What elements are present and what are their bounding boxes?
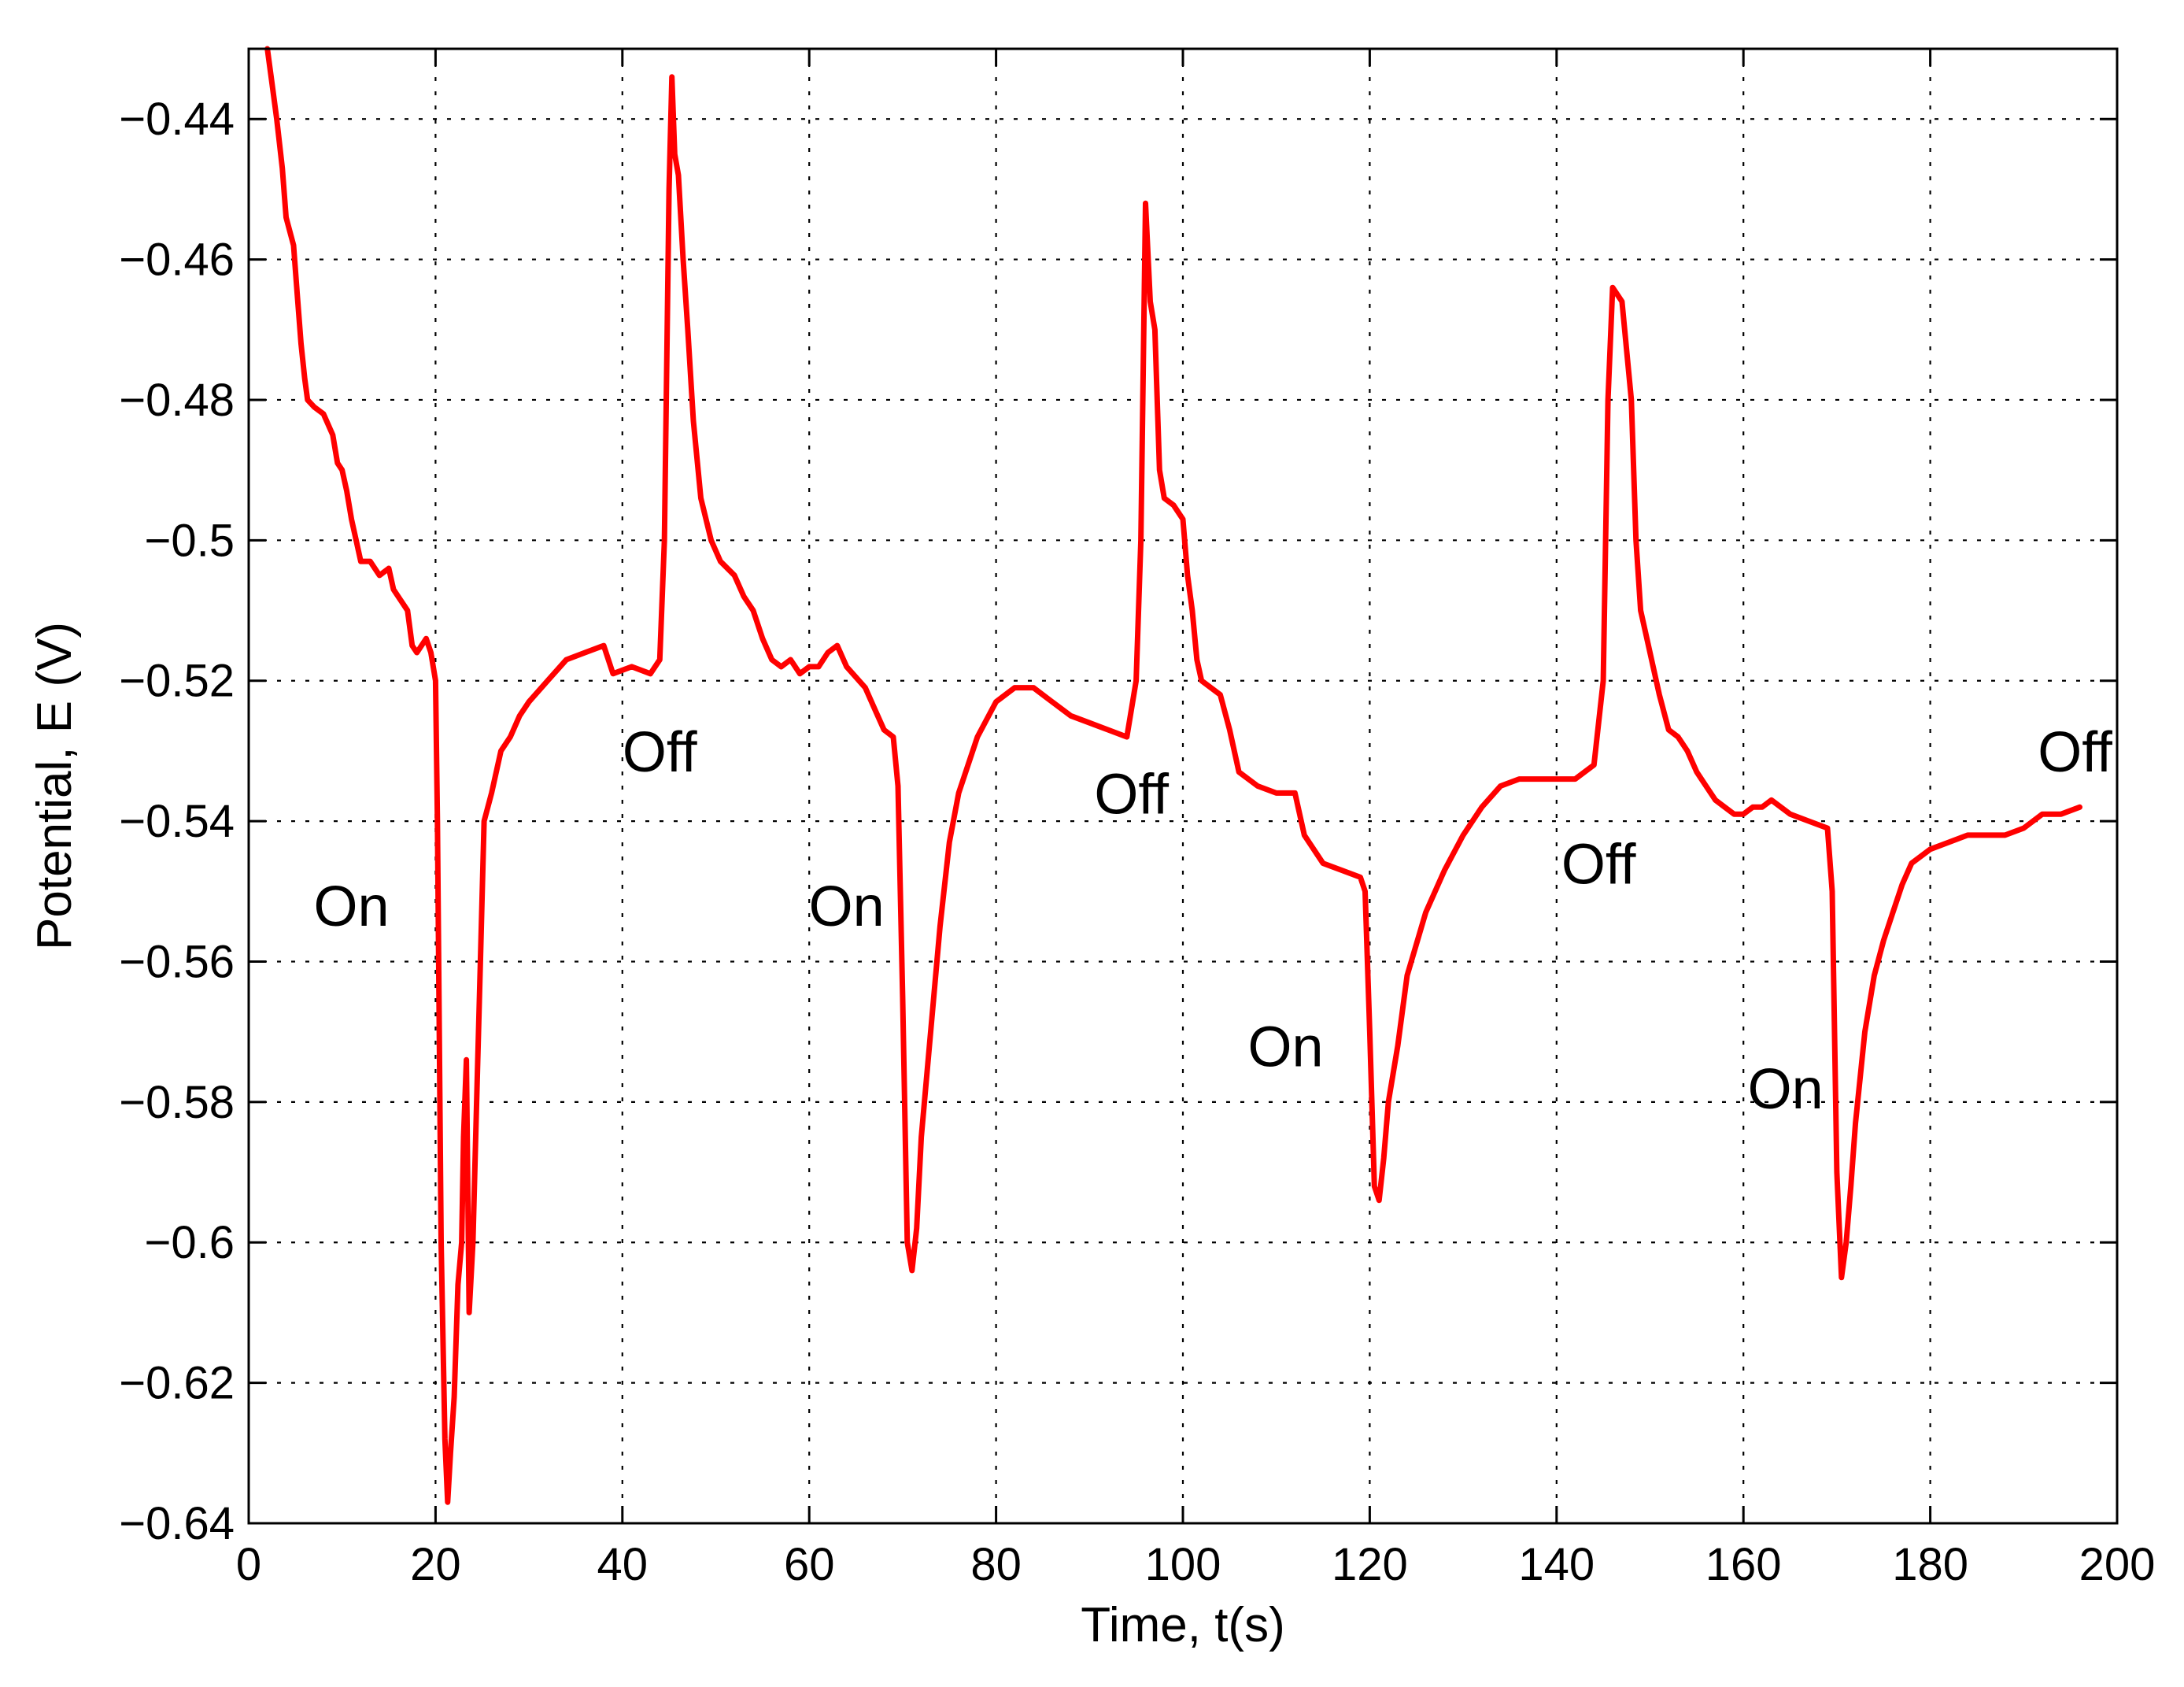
x-tick-label: 20 — [410, 1539, 461, 1590]
on-annotation: On — [809, 875, 885, 938]
x-axis-title: Time, t(s) — [1081, 1598, 1284, 1652]
y-tick-label: −0.58 — [119, 1077, 235, 1128]
off-annotation: Off — [2038, 721, 2113, 784]
x-tick-label: 180 — [1892, 1539, 1968, 1590]
y-tick-label: −0.62 — [119, 1358, 235, 1409]
x-tick-label: 0 — [236, 1539, 261, 1590]
x-tick-label: 140 — [1518, 1539, 1595, 1590]
x-tick-label: 160 — [1705, 1539, 1782, 1590]
annotations: On Off On Off On Off On Off — [314, 721, 2113, 1121]
on-annotation: On — [1748, 1058, 1824, 1121]
y-tick-label: −0.48 — [119, 375, 235, 426]
y-tick-label: −0.6 — [145, 1217, 235, 1268]
grid — [249, 49, 2117, 1523]
off-annotation: Off — [1561, 834, 1637, 897]
x-tick-label: 80 — [970, 1539, 1022, 1590]
y-tick-label: −0.44 — [119, 94, 235, 145]
ticks: 0 20 40 60 80 100 120 140 160 180 200 −0.64 −0.62 −0.… — [119, 49, 2155, 1590]
on-annotation: On — [314, 875, 390, 938]
off-annotation: Off — [623, 721, 698, 784]
x-tick-label: 120 — [1332, 1539, 1408, 1590]
y-tick-label: −0.56 — [119, 936, 235, 987]
y-tick-label: −0.52 — [119, 656, 235, 707]
y-tick-label: −0.5 — [145, 515, 235, 566]
y-tick-label: −0.54 — [119, 796, 235, 847]
potential-series-line — [264, 46, 2082, 1505]
x-tick-label: 60 — [784, 1539, 835, 1590]
off-annotation: Off — [1094, 763, 1170, 826]
y-tick-label: −0.64 — [119, 1498, 235, 1549]
series-layer — [264, 46, 2082, 1505]
x-tick-label: 40 — [597, 1539, 649, 1590]
y-axis-title: Potential, E (V) — [28, 622, 82, 950]
y-tick-label: −0.46 — [119, 235, 235, 286]
on-annotation: On — [1248, 1016, 1324, 1079]
x-tick-label: 200 — [2079, 1539, 2156, 1590]
x-tick-label: 100 — [1145, 1539, 1221, 1590]
